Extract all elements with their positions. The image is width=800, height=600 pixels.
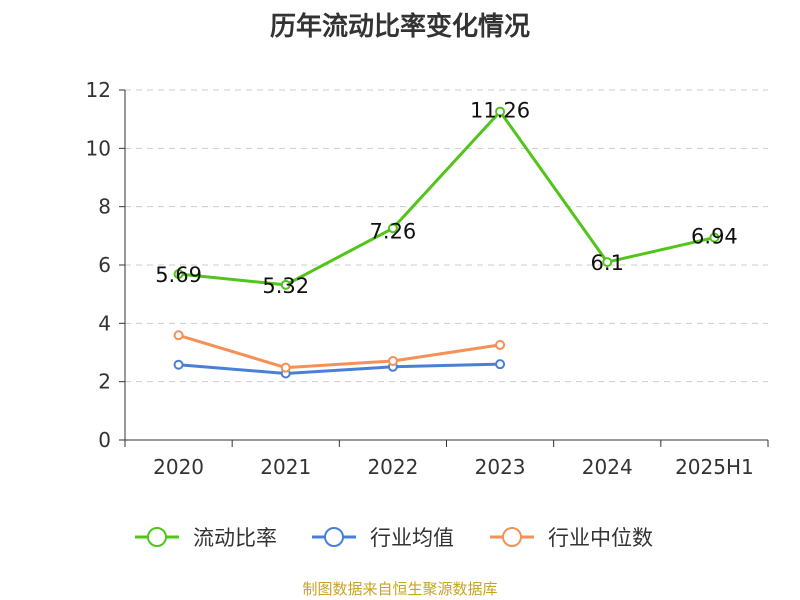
- x-tick-label: 2025H1: [675, 455, 754, 479]
- y-tick-label: 8: [98, 195, 111, 219]
- legend-item-3: 行业中位数: [490, 526, 653, 550]
- axes: 0 2 4 6 8 10 12 2020 2021 2022 2023 2024 2025H1: [86, 78, 769, 479]
- x-tick-label: 2020: [153, 455, 204, 479]
- legend-label: 行业均值: [370, 526, 454, 550]
- x-tick-label: 2023: [475, 455, 526, 479]
- data-point: [173, 359, 184, 370]
- data-point: [387, 355, 398, 366]
- data-point: [495, 359, 506, 370]
- data-point: [280, 279, 291, 290]
- x-tick-label: 2024: [582, 455, 633, 479]
- data-point: [495, 106, 506, 117]
- y-tick-label: 6: [98, 253, 111, 277]
- data-point: [495, 339, 506, 350]
- data-point: [387, 223, 398, 234]
- legend-label: 行业中位数: [548, 526, 653, 550]
- data-label: 6.94: [691, 225, 738, 249]
- data-label: 7.26: [370, 219, 417, 243]
- y-tick-label: 10: [86, 136, 111, 160]
- data-point: [709, 232, 720, 243]
- legend-item-1: 流动比率: [135, 526, 277, 550]
- series-lines: [173, 106, 720, 379]
- legend-marker: [147, 527, 167, 547]
- data-point: [173, 330, 184, 341]
- data-point: [280, 362, 291, 373]
- legend: 流动比率 行业均值 行业中位数: [135, 526, 653, 550]
- data-label: 6.1: [591, 251, 624, 275]
- data-label: 5.69: [155, 263, 202, 287]
- grid-lines: [125, 89, 768, 383]
- legend-marker: [502, 527, 522, 547]
- data-point: [173, 269, 184, 280]
- x-tick-label: 2022: [367, 455, 418, 479]
- data-label: 5.32: [262, 274, 309, 298]
- data-label: 11.26: [470, 99, 530, 123]
- source-note: 制图数据来自恒生聚源数据库: [302, 580, 498, 598]
- chart-title: 历年流动比率变化情况: [269, 12, 530, 42]
- series-line-1: [178, 110, 715, 287]
- legend-marker: [324, 527, 344, 547]
- y-tick-label: 4: [98, 311, 111, 335]
- legend-label: 流动比率: [193, 526, 277, 550]
- data-point: [602, 257, 613, 268]
- data-labels: 5.69 5.32 7.26 11.26 6.1 6.94: [155, 99, 738, 298]
- series-line-2: [178, 362, 501, 375]
- series-line-3: [178, 333, 501, 370]
- y-tick-label: 12: [86, 78, 111, 102]
- y-tick-label: 2: [98, 370, 111, 394]
- legend-item-2: 行业均值: [312, 526, 454, 550]
- x-tick-label: 2021: [260, 455, 311, 479]
- y-tick-label: 0: [98, 428, 111, 452]
